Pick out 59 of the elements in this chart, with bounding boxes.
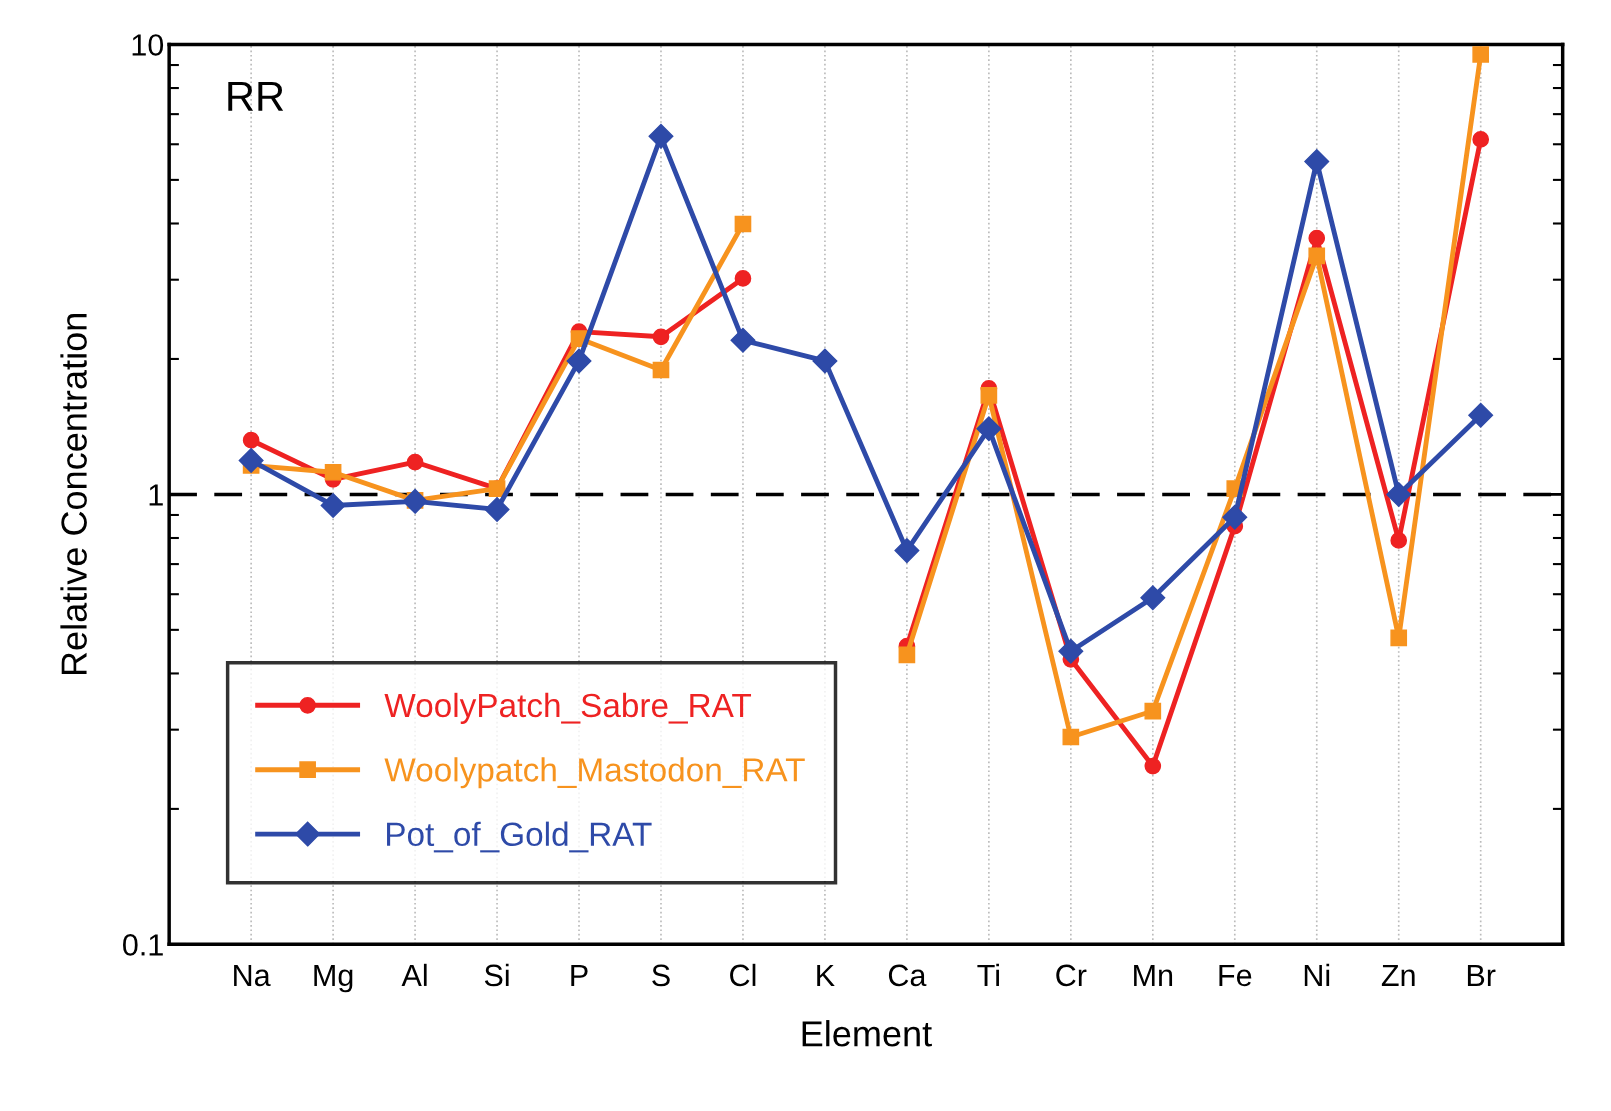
x-tick-label: Zn [1381,964,1415,986]
point [1144,757,1162,775]
x-axis-title: Element [802,1020,932,1047]
point [812,348,838,374]
x-tick-label: Na [234,964,271,987]
x-tick-label: Cl [730,963,756,987]
point [980,387,998,404]
point [402,488,428,514]
point [238,447,264,473]
point [734,215,752,233]
point [652,328,670,346]
point [1308,247,1326,265]
point [1472,46,1490,63]
x-tick-label: Ni [1304,963,1330,986]
y-tick-label: 0.1 [123,934,163,956]
point [1304,149,1330,175]
point [734,270,752,287]
annotation: RR [228,81,284,111]
point [1308,229,1326,247]
x-tick-label: S [652,964,670,987]
y-tick-label: 1 [149,484,163,506]
point [976,416,1002,442]
point [320,492,346,518]
point [406,453,424,471]
y-tick-label: 10 [132,34,164,56]
point [1058,638,1084,664]
legend-label: WoolyPatch_Sabre_RAT [384,692,752,724]
point [730,327,756,353]
x-tick-label: P [571,964,588,986]
point [652,361,670,379]
point [898,646,916,664]
x-tick-label: Si [484,963,509,987]
x-tick-label: Cr [1056,964,1087,987]
point [324,463,342,481]
x-tick-label: Ti [977,963,999,986]
x-tick-label: Al [401,963,427,986]
point [1222,504,1248,530]
point [1472,131,1490,148]
x-tick-label: Mn [1134,964,1173,986]
x-tick-label: Br [1467,964,1496,986]
x-tick-label: Ca [888,964,927,987]
point [484,496,510,522]
point [648,123,674,149]
y-axis-title: Relative Concentration [60,314,87,675]
point [566,348,592,374]
point [1144,702,1162,720]
x-tick-label: K [817,964,835,986]
point [1140,585,1166,611]
legend-label: Pot_of_Gold_RAT [387,821,652,853]
x-tick-label: Mg [314,964,353,993]
legend-label: Woolypatch_Mastodon_RAT [384,757,805,789]
point [894,538,920,564]
point [1468,402,1494,428]
point [1062,728,1080,746]
point [1390,532,1408,549]
point [1386,481,1412,507]
point [242,431,260,449]
x-tick-label: Fe [1219,964,1252,987]
point [1390,629,1408,647]
